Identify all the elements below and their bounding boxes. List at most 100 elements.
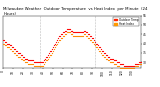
- Point: [133, 67, 135, 69]
- Point: [3, 39, 5, 41]
- Point: [134, 63, 136, 65]
- Point: [140, 63, 142, 65]
- Point: [91, 37, 94, 39]
- Point: [79, 35, 82, 37]
- Point: [28, 63, 30, 65]
- Point: [40, 65, 42, 67]
- Point: [37, 62, 39, 63]
- Point: [74, 35, 77, 37]
- Point: [26, 58, 28, 59]
- Point: [35, 65, 37, 67]
- Point: [6, 47, 8, 48]
- Point: [125, 67, 127, 69]
- Point: [49, 50, 52, 52]
- Point: [56, 41, 59, 42]
- Point: [5, 45, 8, 46]
- Point: [75, 32, 78, 33]
- Point: [58, 39, 61, 41]
- Point: [30, 63, 32, 65]
- Point: [14, 52, 16, 54]
- Point: [89, 35, 92, 37]
- Point: [139, 62, 141, 63]
- Point: [116, 62, 118, 63]
- Point: [4, 41, 6, 42]
- Point: [60, 34, 63, 35]
- Point: [126, 67, 128, 69]
- Point: [80, 32, 83, 33]
- Point: [97, 45, 100, 46]
- Point: [81, 32, 84, 33]
- Text: Milwaukee Weather  Outdoor Temperature  vs Heat Index  per Minute  (24 Hours): Milwaukee Weather Outdoor Temperature vs…: [3, 7, 148, 16]
- Point: [114, 63, 116, 65]
- Point: [53, 43, 56, 44]
- Point: [62, 35, 65, 37]
- Point: [40, 65, 43, 67]
- Point: [15, 50, 17, 52]
- Point: [107, 60, 109, 61]
- Point: [20, 54, 22, 56]
- Point: [73, 35, 76, 37]
- Point: [135, 63, 137, 65]
- Point: [23, 60, 25, 61]
- Point: [97, 49, 100, 50]
- Point: [63, 34, 66, 35]
- Point: [138, 62, 140, 63]
- Point: [18, 56, 20, 57]
- Point: [101, 54, 104, 56]
- Point: [78, 32, 81, 33]
- Point: [108, 60, 110, 61]
- Point: [18, 52, 20, 54]
- Point: [5, 41, 8, 42]
- Point: [100, 49, 103, 50]
- Point: [16, 50, 18, 52]
- Point: [105, 58, 107, 59]
- Point: [102, 50, 104, 52]
- Point: [89, 39, 92, 41]
- Point: [121, 63, 123, 65]
- Point: [119, 63, 121, 65]
- Point: [9, 45, 11, 46]
- Point: [122, 67, 124, 69]
- Point: [29, 60, 31, 61]
- Point: [72, 32, 75, 33]
- Point: [110, 58, 112, 59]
- Point: [59, 34, 62, 35]
- Point: [85, 32, 88, 33]
- Point: [118, 65, 120, 67]
- Point: [80, 35, 83, 37]
- Point: [95, 47, 98, 48]
- Point: [26, 62, 28, 63]
- Point: [46, 54, 49, 56]
- Point: [71, 34, 74, 35]
- Point: [57, 35, 60, 37]
- Point: [78, 35, 81, 37]
- Point: [61, 32, 64, 33]
- Point: [67, 28, 70, 29]
- Point: [15, 54, 17, 56]
- Point: [79, 32, 82, 33]
- Point: [86, 32, 89, 33]
- Point: [24, 58, 26, 59]
- Point: [17, 52, 19, 54]
- Point: [119, 67, 121, 69]
- Point: [2, 39, 4, 41]
- Point: [109, 58, 111, 59]
- Point: [29, 63, 31, 65]
- Point: [38, 65, 40, 67]
- Point: [133, 65, 135, 67]
- Point: [9, 49, 11, 50]
- Point: [66, 32, 69, 33]
- Point: [85, 35, 88, 37]
- Point: [92, 41, 95, 42]
- Point: [83, 30, 86, 31]
- Point: [99, 47, 101, 48]
- Point: [60, 37, 63, 39]
- Point: [13, 49, 15, 50]
- Point: [8, 43, 10, 44]
- Point: [36, 65, 38, 67]
- Point: [113, 63, 115, 65]
- Point: [123, 65, 125, 67]
- Point: [4, 45, 6, 46]
- Point: [100, 52, 103, 54]
- Point: [12, 50, 14, 52]
